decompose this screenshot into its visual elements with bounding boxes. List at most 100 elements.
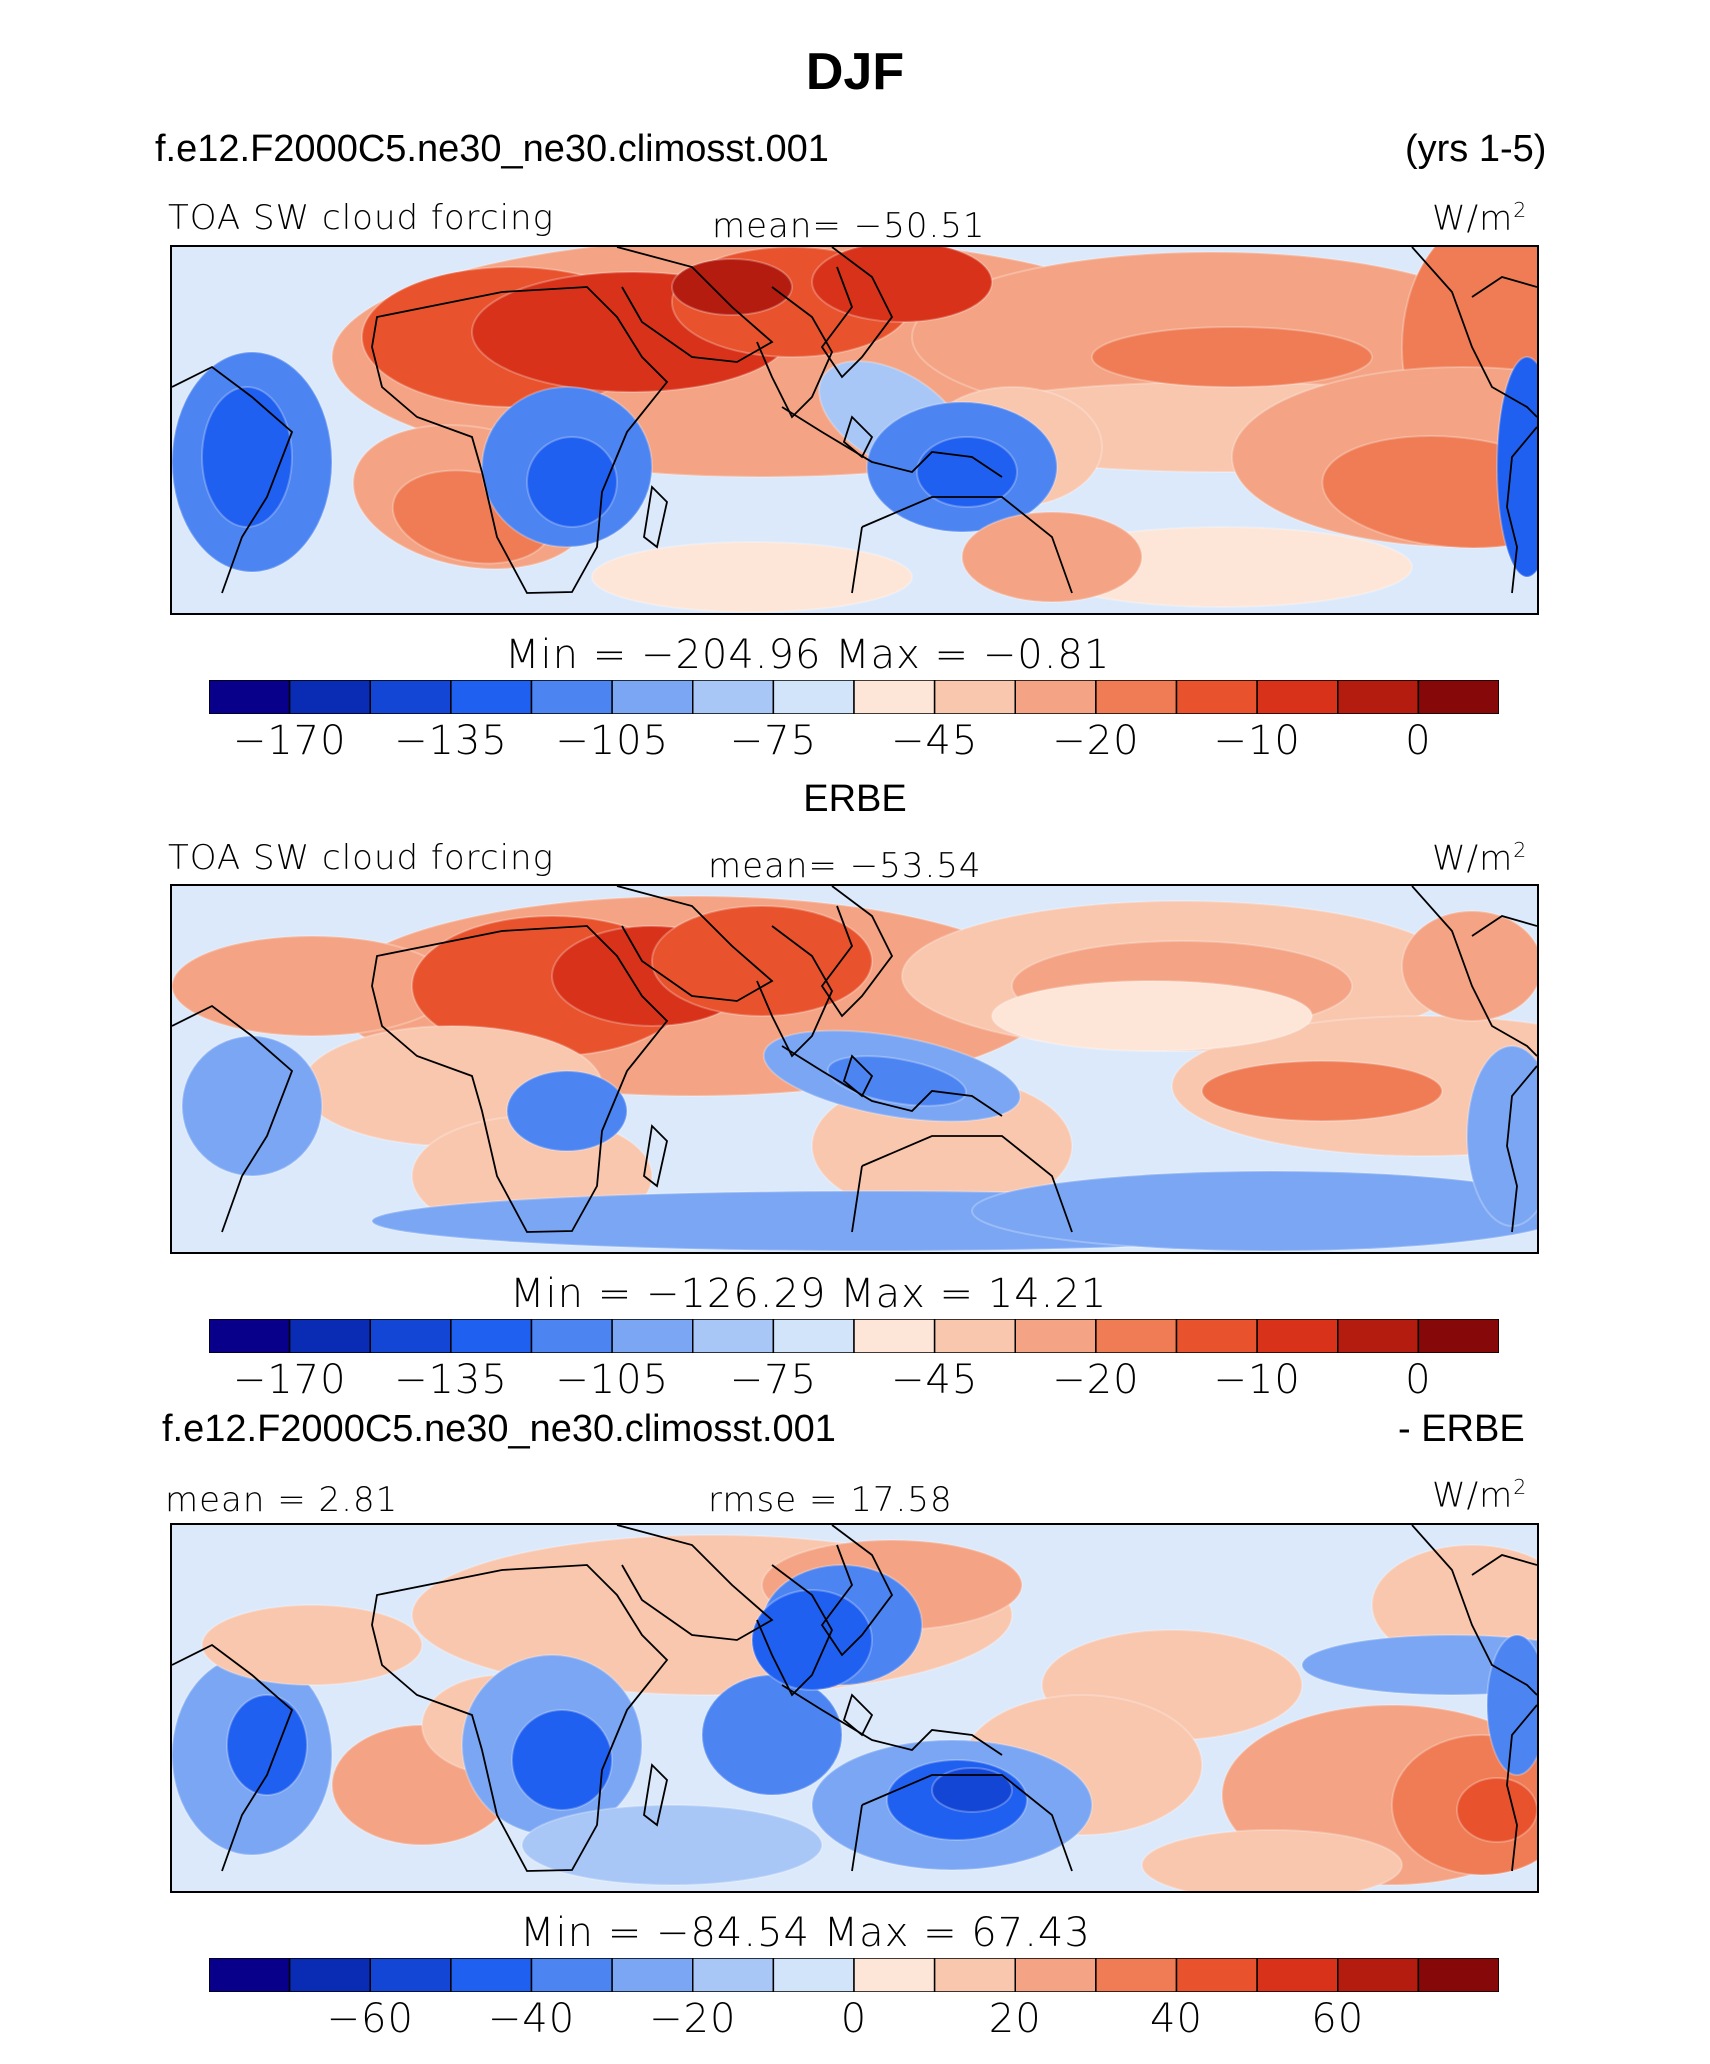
panel2-contour-region xyxy=(971,1170,1537,1252)
panel1-colorbar xyxy=(209,680,1499,714)
panel2-coastline-path xyxy=(781,1045,1003,1117)
panel1-contour-region xyxy=(961,511,1143,603)
panel2-colorbar-box-12 xyxy=(1175,1319,1258,1353)
panel2-colorbar-box-8 xyxy=(853,1319,936,1353)
panel2-contour-field xyxy=(172,886,1537,1252)
panel3-contour-region xyxy=(1301,1634,1537,1696)
panel1-coastline-path xyxy=(616,247,774,363)
panel3-coastline-path xyxy=(851,1774,1073,1872)
panel2-coastline-path xyxy=(643,1124,668,1188)
panel2-colorbar-box-1 xyxy=(288,1319,371,1353)
panel1-contour-region xyxy=(671,258,793,316)
panel1-coastline-path xyxy=(371,286,669,594)
panel2-contour-blobs xyxy=(172,895,1537,1252)
panel1-contour-region xyxy=(591,541,913,613)
panel1-colorbar-tick-label: −75 xyxy=(729,718,818,764)
panel3-colorbar-tick-label: −20 xyxy=(649,1996,737,2042)
panel2-colorbar-tick-label: −75 xyxy=(729,1357,818,1403)
panel2-coastlines xyxy=(172,886,1537,1233)
panel2-colorbar-box-13 xyxy=(1256,1319,1339,1353)
panel3-contour-field xyxy=(172,1525,1537,1891)
panel1-colorbar-boxes xyxy=(209,680,1499,714)
panel2-colorbar-tick-label: −170 xyxy=(232,1357,347,1403)
panel3-colorbar-boxes xyxy=(209,1958,1499,1992)
panel1-colorbar-box-6 xyxy=(692,680,775,714)
panel2-coastline-path xyxy=(172,1004,294,1233)
panel3-coastline-path xyxy=(1506,1704,1537,1872)
panel2-colorbar-box-0 xyxy=(209,1319,291,1353)
panel2-minmax: Min = −126.29 Max = 14.21 xyxy=(510,1271,1108,1317)
panel2-contour-region xyxy=(506,1070,628,1152)
panel2-colorbar-box-7 xyxy=(772,1319,855,1353)
panel1-colorbar-box-15 xyxy=(1417,680,1499,714)
panel1-colorbar-box-11 xyxy=(1095,680,1178,714)
panel3-units: W/m2 xyxy=(1432,1475,1528,1516)
panel2-colorbar-box-15 xyxy=(1417,1319,1499,1353)
panel1-colorbar-box-0 xyxy=(209,680,291,714)
panel1-colorbar-tick-label: −170 xyxy=(232,718,347,764)
figure-title: DJF xyxy=(805,43,905,101)
panel3-coastline-path xyxy=(643,1763,668,1827)
panel3-case-name: f.e12.F2000C5.ne30_ne30.climosst.001 xyxy=(162,1408,836,1450)
panel3-colorbar-tick-label: 0 xyxy=(840,1996,868,2042)
panel3-contour-region xyxy=(201,1604,423,1686)
panel2-colorbar-tick-label: −45 xyxy=(890,1357,979,1403)
panel3-colorbar-tick-label: 60 xyxy=(1311,1996,1365,2042)
panel3-minmax: Min = −84.54 Max = 67.43 xyxy=(520,1910,1091,1956)
panel3-colorbar-box-14 xyxy=(1337,1958,1420,1992)
panel3-colorbar-box-3 xyxy=(450,1958,533,1992)
panel3-colorbar-box-15 xyxy=(1417,1958,1499,1992)
panel3-coastline-path xyxy=(616,1525,774,1641)
panel1-coastline-path xyxy=(172,365,294,594)
panel2-coastline-path xyxy=(842,1054,874,1098)
panel2-contour-region xyxy=(181,1035,323,1177)
panel1-coastline-path xyxy=(1411,247,1537,418)
panel2-colorbar-tick-label: 0 xyxy=(1405,1357,1432,1403)
panel1-colorbar-box-3 xyxy=(450,680,533,714)
panel2-colorbar-tick-label: −20 xyxy=(1052,1357,1140,1403)
panel1-units: W/m2 xyxy=(1432,198,1528,239)
panel3-colorbar-box-1 xyxy=(288,1958,371,1992)
panel1-coastlines xyxy=(172,247,1537,594)
panel2-colorbar-box-14 xyxy=(1337,1319,1420,1353)
panel3-contour-region xyxy=(511,1709,613,1811)
panel2-coastline-path xyxy=(616,886,774,1002)
panel2-mean-label: mean= −53.54 xyxy=(708,846,982,886)
panel1-contour-region xyxy=(201,386,293,528)
panel3-colorbar-box-2 xyxy=(369,1958,452,1992)
panel2-colorbar-box-6 xyxy=(692,1319,775,1353)
panel1-colorbar-box-2 xyxy=(369,680,452,714)
panel3-coastline-path xyxy=(371,1564,669,1872)
panel2-coastline-path xyxy=(1506,1065,1537,1233)
panel3-contour-region xyxy=(1141,1829,1403,1891)
panel3-map xyxy=(170,1523,1539,1893)
panel1-minmax: Min = −204.96 Max = −0.81 xyxy=(505,632,1111,678)
panel2-colorbar-tick-label: −10 xyxy=(1213,1357,1301,1403)
panel3-coastlines xyxy=(172,1525,1537,1872)
panel1-contour-region xyxy=(526,436,618,528)
panel3-colorbar-tick-label: 20 xyxy=(988,1996,1042,2042)
panel3-contour-region xyxy=(226,1694,308,1796)
panel2-contour-region xyxy=(651,905,873,1017)
panel3-colorbar xyxy=(209,1958,1499,1992)
panel3-coastline-path xyxy=(172,1643,294,1872)
panel1-colorbar-tick-label: −105 xyxy=(555,718,670,764)
panel2-contour-region xyxy=(172,935,453,1037)
panel3-coastline-path xyxy=(1471,1554,1537,1576)
panel2-colorbar-tick-label: −105 xyxy=(555,1357,670,1403)
panel3-colorbar-box-5 xyxy=(611,1958,694,1992)
panel2-colorbar-box-11 xyxy=(1095,1319,1178,1353)
panel2-colorbar-box-9 xyxy=(933,1319,1016,1353)
panel2-coastline-path xyxy=(820,886,894,1018)
panel1-coastline-path xyxy=(1471,276,1537,298)
panel2-colorbar-box-3 xyxy=(450,1319,533,1353)
panel3-contour-region xyxy=(1486,1634,1537,1776)
panel1-case-name: f.e12.F2000C5.ne30_ne30.climosst.001 xyxy=(155,128,829,170)
panel2-contour-region xyxy=(991,980,1313,1052)
panel1-colorbar-box-5 xyxy=(611,680,694,714)
panel1-colorbar-box-14 xyxy=(1337,680,1420,714)
panel2-map xyxy=(170,884,1539,1254)
panel2-colorbar-box-4 xyxy=(530,1319,613,1353)
panel2-units: W/m2 xyxy=(1432,838,1528,879)
